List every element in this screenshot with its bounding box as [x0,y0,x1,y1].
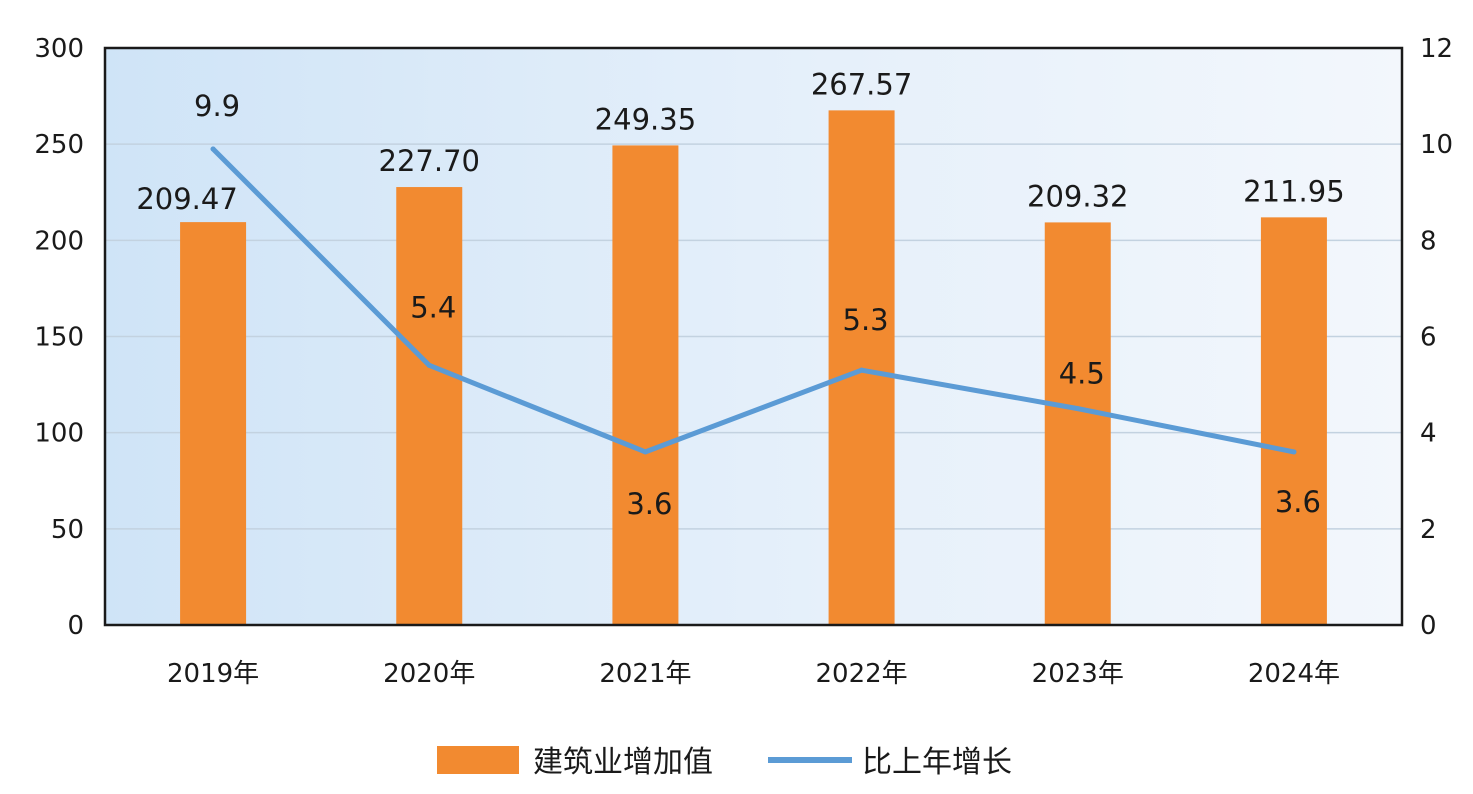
right-tick-10: 10 [1420,130,1453,160]
bar-2 [612,145,679,625]
line-point-1 [426,362,432,368]
left-tick-300: 300 [34,34,84,64]
bar-0 [180,222,247,625]
line-label-0: 9.9 [194,89,240,123]
legend-label-line: 比上年增长 [862,745,1012,780]
gridlines [105,143,1402,530]
left-tick-250: 250 [34,130,84,160]
left-tick-200: 200 [34,226,84,256]
right-tick-8: 8 [1420,226,1437,256]
line-label-3: 5.3 [843,303,889,337]
bar-4 [1044,222,1111,625]
right-tick-12: 12 [1420,34,1453,64]
x-tick-5: 2024年 [1248,659,1340,689]
left-y-axis: 0 50 100 150 200 250 300 [34,34,84,641]
line-point-4 [1075,406,1081,412]
line-point-3 [859,367,865,373]
legend-swatch-bar [437,746,519,774]
right-tick-6: 6 [1420,323,1437,353]
bar-5 [1260,217,1327,626]
right-tick-4: 4 [1420,419,1437,449]
x-tick-1: 2020年 [383,659,475,689]
bar-1 [396,187,463,625]
bar-label-1: 227.70 [379,144,480,178]
bar-label-0: 209.47 [136,182,237,216]
line-series [210,146,1297,455]
x-tick-3: 2022年 [815,659,907,689]
legend-label-bar: 建筑业增加值 [533,745,713,780]
line-label-5: 3.6 [1275,485,1321,519]
plot-border [103,46,1404,627]
growth-line [210,146,1297,455]
left-tick-150: 150 [34,323,84,353]
line-label-1: 5.4 [410,290,456,324]
line-label-4: 4.5 [1059,357,1105,391]
left-tick-0: 0 [67,611,84,641]
legend: 建筑业增加值 比上年增长 [437,745,1012,780]
x-tick-4: 2023年 [1032,659,1124,689]
bar-label-3: 267.57 [811,67,912,101]
line-point-5 [1291,449,1297,455]
x-tick-2: 2021年 [599,659,691,689]
right-y-axis: 0 2 4 6 8 10 12 [1420,34,1453,641]
right-tick-0: 0 [1420,611,1437,641]
bar-label-2: 249.35 [595,102,696,136]
bar-label-5: 211.95 [1243,174,1344,208]
x-tick-0: 2019年 [167,659,259,689]
bar-label-4: 209.32 [1027,179,1128,213]
line-point-0 [210,146,216,152]
left-tick-50: 50 [51,515,84,545]
data-labels: 209.47 227.70 249.35 267.57 209.32 211.95 9.9 5… [136,67,1344,521]
line-label-2: 3.6 [626,487,672,521]
right-tick-2: 2 [1420,515,1437,545]
x-axis: 2019年 2020年 2021年 2022年 2023年 2024年 [167,659,1340,689]
bar-series [180,110,1327,626]
left-tick-100: 100 [34,419,84,449]
line-point-2 [642,449,648,455]
